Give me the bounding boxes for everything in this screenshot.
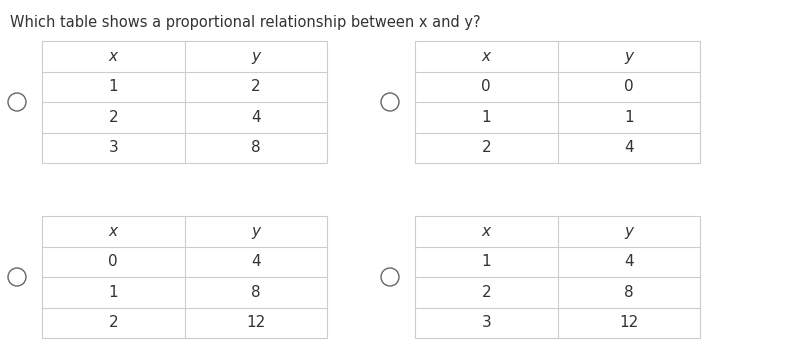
Circle shape [381,93,399,111]
Text: 0: 0 [109,254,118,269]
Text: x: x [109,224,118,239]
Circle shape [8,268,26,286]
Text: 3: 3 [108,140,118,155]
Text: 12: 12 [619,315,638,330]
Text: 4: 4 [251,254,261,269]
Text: 3: 3 [482,315,491,330]
Text: 2: 2 [109,315,118,330]
Text: Which table shows a proportional relationship between x and y?: Which table shows a proportional relatio… [10,15,481,30]
Text: 1: 1 [624,110,634,125]
Text: y: y [251,224,260,239]
Text: 0: 0 [482,79,491,94]
Text: 2: 2 [482,140,491,155]
Bar [42,41,327,163]
Text: 1: 1 [482,254,491,269]
Text: 1: 1 [109,79,118,94]
Text: 8: 8 [251,285,261,300]
Text: x: x [482,49,490,64]
Text: 4: 4 [624,254,634,269]
Text: y: y [251,49,260,64]
Circle shape [381,268,399,286]
Text: y: y [624,49,634,64]
Text: 4: 4 [251,110,261,125]
Text: x: x [482,224,490,239]
Text: 4: 4 [624,140,634,155]
Text: 8: 8 [251,140,261,155]
Text: 2: 2 [482,285,491,300]
Bar [42,216,327,338]
Text: x: x [109,49,118,64]
Text: 0: 0 [624,79,634,94]
Bar [415,216,700,338]
Text: 1: 1 [482,110,491,125]
Bar [415,41,700,163]
Text: 12: 12 [246,315,266,330]
Text: 2: 2 [109,110,118,125]
Text: 2: 2 [251,79,261,94]
Text: 8: 8 [624,285,634,300]
Text: 1: 1 [109,285,118,300]
Text: y: y [624,224,634,239]
Circle shape [8,93,26,111]
